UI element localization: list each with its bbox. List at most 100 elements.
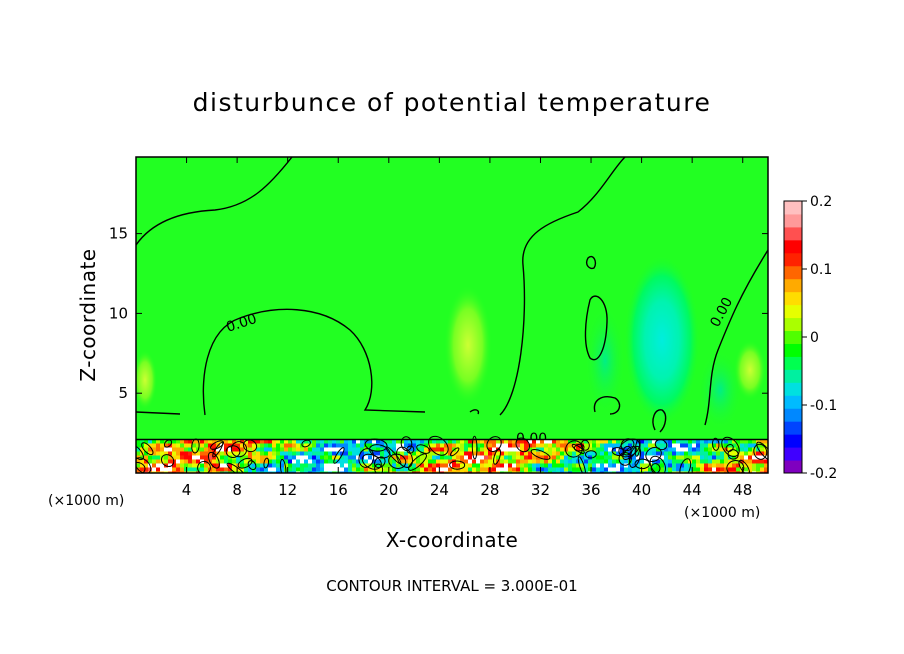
field-cell (420, 443, 425, 448)
field-cell (332, 439, 337, 444)
field-cell (452, 439, 457, 444)
field-cell (488, 463, 493, 468)
field-cell (556, 471, 561, 473)
field-cell (408, 455, 413, 460)
field-cell (512, 459, 517, 464)
field-cell (508, 451, 513, 456)
contour-line (210, 440, 225, 450)
contour-line (225, 445, 241, 458)
field-cell (744, 439, 749, 444)
field-cell (468, 459, 473, 464)
colorbar-cell (784, 226, 802, 241)
field-cell (548, 443, 553, 448)
field-cell (428, 447, 433, 452)
field-cell (324, 455, 329, 460)
field-cell (368, 451, 373, 456)
field-cell (260, 463, 265, 468)
field-cell (352, 443, 357, 448)
x-tick-label: 16 (329, 481, 348, 499)
field-cell (468, 455, 473, 460)
field-cell (652, 439, 657, 444)
field-cell (176, 443, 181, 448)
field-cell (524, 447, 529, 452)
field-cell (340, 451, 345, 456)
field-cell (188, 447, 193, 452)
field-cell (732, 455, 737, 460)
contour-line (212, 441, 224, 458)
field-cell (288, 463, 293, 468)
field-cell (544, 443, 549, 448)
field-cell (556, 455, 561, 460)
field-cell (276, 455, 281, 460)
field-cell (420, 447, 425, 452)
x-axis-unit-left: (×1000 m) (48, 493, 124, 509)
field-cell (176, 471, 181, 473)
contour-line (649, 455, 667, 473)
field-cell (740, 455, 745, 460)
field-cell (628, 471, 633, 473)
field-cell (328, 443, 333, 448)
field-cell (172, 467, 177, 472)
field-cell (380, 463, 385, 468)
field-cell (412, 459, 417, 464)
field-cell (144, 471, 149, 473)
field-cell (724, 439, 729, 444)
field-cell (612, 459, 617, 464)
field-cell (572, 451, 577, 456)
field-cell (484, 471, 489, 473)
field-cell (644, 443, 649, 448)
field-cell (668, 451, 673, 456)
field-cell (468, 471, 473, 473)
field-cell (700, 447, 705, 452)
field-cell (312, 463, 317, 468)
field-cell (228, 467, 233, 472)
field-cell (440, 471, 445, 473)
field-cell (308, 451, 313, 456)
field-cell (664, 443, 669, 448)
field-cell (400, 459, 405, 464)
field-cell (748, 451, 753, 456)
contour-line (247, 460, 257, 471)
field-cell (456, 463, 461, 468)
field-cell (384, 459, 389, 464)
field-cell (184, 459, 189, 464)
field-cell (760, 455, 765, 460)
field-cell (292, 455, 297, 460)
field-cell (764, 459, 768, 464)
contour-line (136, 409, 480, 415)
field-cell (300, 467, 305, 472)
field-cell (364, 443, 369, 448)
field-cell (340, 455, 345, 460)
field-cell (316, 443, 321, 448)
x-axis: 4 8 12 16 20 24 28 32 36 40 44 48 (182, 157, 752, 499)
field-cell (192, 455, 197, 460)
field-cell (204, 463, 209, 468)
field-cell (388, 455, 393, 460)
field-cell (756, 455, 761, 460)
field-cell (740, 443, 745, 448)
field-cell (568, 463, 573, 468)
field-cell (304, 443, 309, 448)
field-cell (180, 455, 185, 460)
field-cell (660, 451, 665, 456)
field-cell (448, 459, 453, 464)
field-cell (680, 467, 685, 472)
field-cell (316, 471, 321, 473)
field-cell (384, 439, 389, 444)
field-cell (152, 439, 157, 444)
field-cell (164, 447, 169, 452)
field-cell (760, 443, 765, 448)
field-cell (720, 455, 725, 460)
field-cell (504, 467, 509, 472)
contour-line (593, 396, 621, 415)
field-cell (224, 455, 229, 460)
field-cell (180, 467, 185, 472)
field-cell (696, 471, 701, 473)
field-cell (640, 459, 645, 464)
field-cell (604, 447, 609, 452)
field-cell (300, 463, 305, 468)
field-cell (584, 463, 589, 468)
field-cell (540, 459, 545, 464)
field-cell (228, 463, 233, 468)
contour-line (486, 436, 502, 452)
